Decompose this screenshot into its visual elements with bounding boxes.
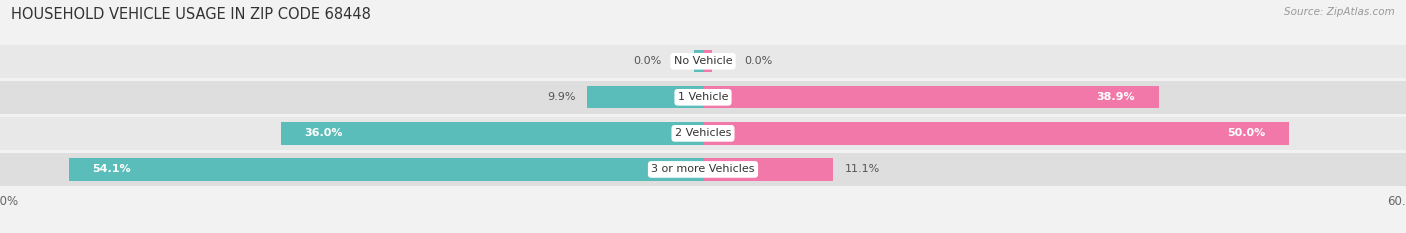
Text: 0.0%: 0.0% [634, 56, 662, 66]
Text: 38.9%: 38.9% [1097, 92, 1136, 102]
Bar [0, 81, 1406, 114]
Text: Source: ZipAtlas.com: Source: ZipAtlas.com [1284, 7, 1395, 17]
Text: No Vehicle: No Vehicle [673, 56, 733, 66]
Text: 2 Vehicles: 2 Vehicles [675, 128, 731, 138]
Text: HOUSEHOLD VEHICLE USAGE IN ZIP CODE 68448: HOUSEHOLD VEHICLE USAGE IN ZIP CODE 6844… [11, 7, 371, 22]
Bar [281, 122, 703, 144]
Bar [703, 86, 1159, 109]
Text: 11.1%: 11.1% [845, 164, 880, 175]
Bar [0, 45, 1406, 78]
Bar [0, 153, 1406, 186]
Bar [703, 158, 832, 181]
Bar [0, 117, 1406, 150]
Text: 0.0%: 0.0% [744, 56, 772, 66]
Text: 54.1%: 54.1% [93, 164, 131, 175]
Bar [69, 158, 703, 181]
Bar [693, 50, 703, 72]
Bar [703, 50, 713, 72]
Bar [703, 122, 1289, 144]
Text: 36.0%: 36.0% [305, 128, 343, 138]
Text: 1 Vehicle: 1 Vehicle [678, 92, 728, 102]
Text: 50.0%: 50.0% [1227, 128, 1265, 138]
Bar [588, 86, 703, 109]
Text: 9.9%: 9.9% [547, 92, 575, 102]
Text: 3 or more Vehicles: 3 or more Vehicles [651, 164, 755, 175]
